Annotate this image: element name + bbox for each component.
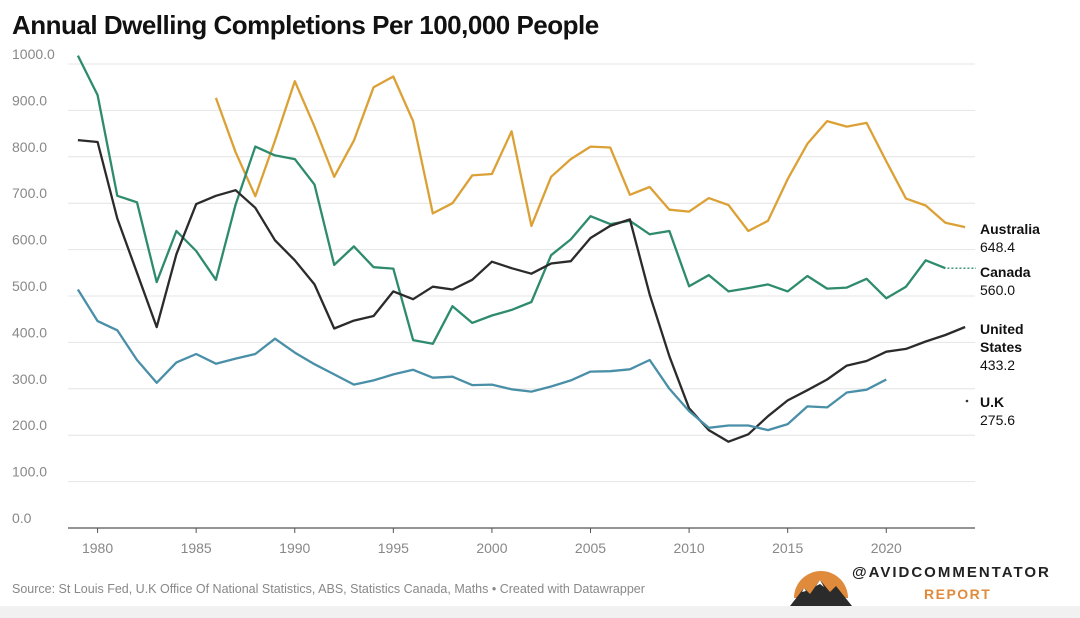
y-tick-label: 200.0	[12, 417, 47, 433]
x-tick-label: 2000	[476, 540, 507, 556]
mountain-sunset-icon	[790, 571, 852, 606]
y-tick-label: 1000.0	[12, 46, 55, 62]
series-name-label: Canada	[980, 264, 1031, 280]
series-name-label: States	[980, 339, 1022, 355]
series-line-canada	[76, 55, 946, 345]
x-tick-label: 1990	[279, 540, 310, 556]
gridlines	[68, 63, 975, 529]
x-tick-label: 2020	[871, 540, 902, 556]
series-line-australia	[214, 75, 966, 233]
brand-logo: @AVIDCOMMENTATOR REPORT	[790, 562, 1070, 610]
y-tick-label: 900.0	[12, 92, 47, 108]
x-tick-label: 1985	[181, 540, 212, 556]
y-axis-ticks: 0.0 100.0 200.0 300.0 400.0 500.0 600.0 700.0 80…	[12, 46, 55, 526]
series-name-label: Australia	[980, 221, 1040, 237]
y-tick-label: 800.0	[12, 139, 47, 155]
y-tick-label: 300.0	[12, 371, 47, 387]
y-tick-label: 100.0	[12, 464, 47, 480]
series-line-u-k	[76, 288, 887, 432]
series-value-label: 275.6	[980, 412, 1015, 428]
series-name-label: U.K	[980, 394, 1004, 410]
series-lines	[76, 55, 966, 443]
series-name-label: United	[980, 321, 1024, 337]
series-value-label: 648.4	[980, 239, 1015, 255]
brand-handle: @AVIDCOMMENTATOR	[852, 564, 1051, 581]
x-tick-label: 2015	[772, 540, 803, 556]
series-line-united-states	[77, 138, 966, 443]
series-value-label: 560.0	[980, 282, 1015, 298]
bottom-strip	[0, 606, 1080, 618]
source-note: Source: St Louis Fed, U.K Office Of Nati…	[12, 582, 645, 596]
x-axis-ticks: 1980 1985 1990 1995 2000 2005 2010 2015 2020	[82, 528, 902, 556]
x-tick-label: 1995	[378, 540, 409, 556]
y-tick-label: 600.0	[12, 232, 47, 248]
x-tick-label: 2005	[575, 540, 606, 556]
chart-title: Annual Dwelling Completions Per 100,000 …	[12, 10, 599, 40]
x-tick-label: 2010	[674, 540, 705, 556]
series-end-labels: Australia 648.4 Canada 560.0 United States 433…	[947, 221, 1040, 428]
y-tick-label: 700.0	[12, 185, 47, 201]
y-tick-label: 400.0	[12, 324, 47, 340]
x-tick-label: 1980	[82, 540, 113, 556]
y-tick-label: 0.0	[12, 510, 32, 526]
brand-subtitle: REPORT	[924, 586, 992, 602]
y-tick-label: 500.0	[12, 278, 47, 294]
uk-marker-dot	[965, 399, 969, 403]
series-value-label: 433.2	[980, 357, 1015, 373]
